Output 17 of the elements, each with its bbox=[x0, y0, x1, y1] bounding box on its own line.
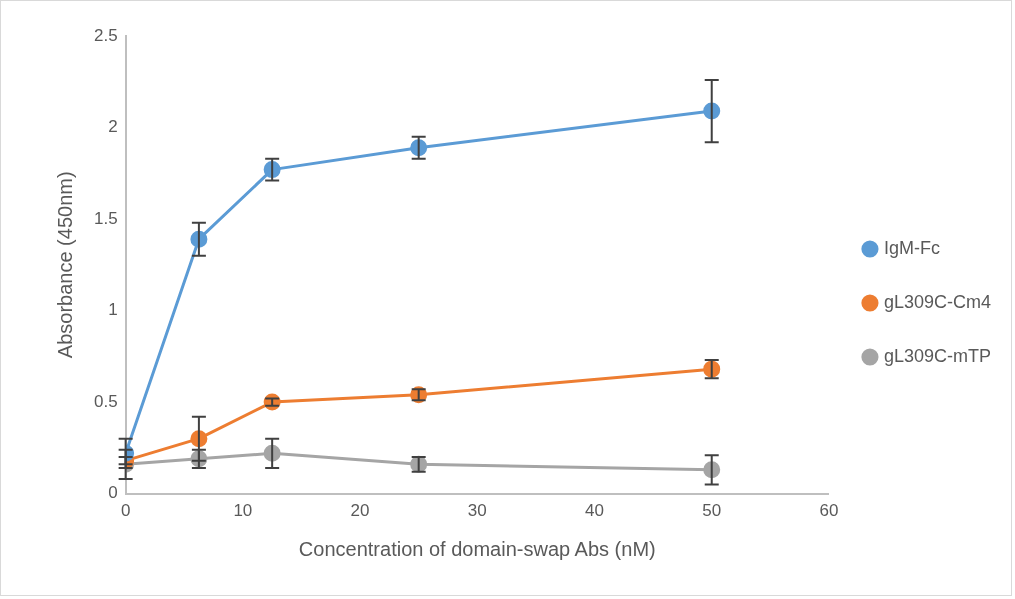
legend-label: gL309C-mTP bbox=[883, 345, 991, 366]
y-tick-label: 2 bbox=[108, 117, 118, 137]
x-tick-label: 60 bbox=[819, 501, 839, 521]
x-tick-label: 10 bbox=[233, 501, 253, 521]
x-tick-label: 20 bbox=[350, 501, 370, 521]
y-axis-title: Absorbance (450nm) bbox=[53, 171, 76, 359]
y-tick-label: 0.5 bbox=[93, 391, 118, 411]
y-tick-label: 0 bbox=[108, 483, 118, 503]
y-tick-label: 1 bbox=[108, 300, 118, 320]
legend-label: IgM-Fc bbox=[883, 237, 940, 258]
x-tick-label: 30 bbox=[467, 501, 487, 521]
x-tick-label: 40 bbox=[585, 501, 604, 521]
x-tick-label: 50 bbox=[702, 501, 722, 521]
y-tick-label: 1.5 bbox=[93, 208, 118, 228]
x-axis-title: Concentration of domain-swap Abs (nM) bbox=[298, 537, 656, 560]
legend-label: gL309C-Cm4 bbox=[883, 291, 992, 312]
y-tick-label: 2.5 bbox=[93, 25, 118, 45]
